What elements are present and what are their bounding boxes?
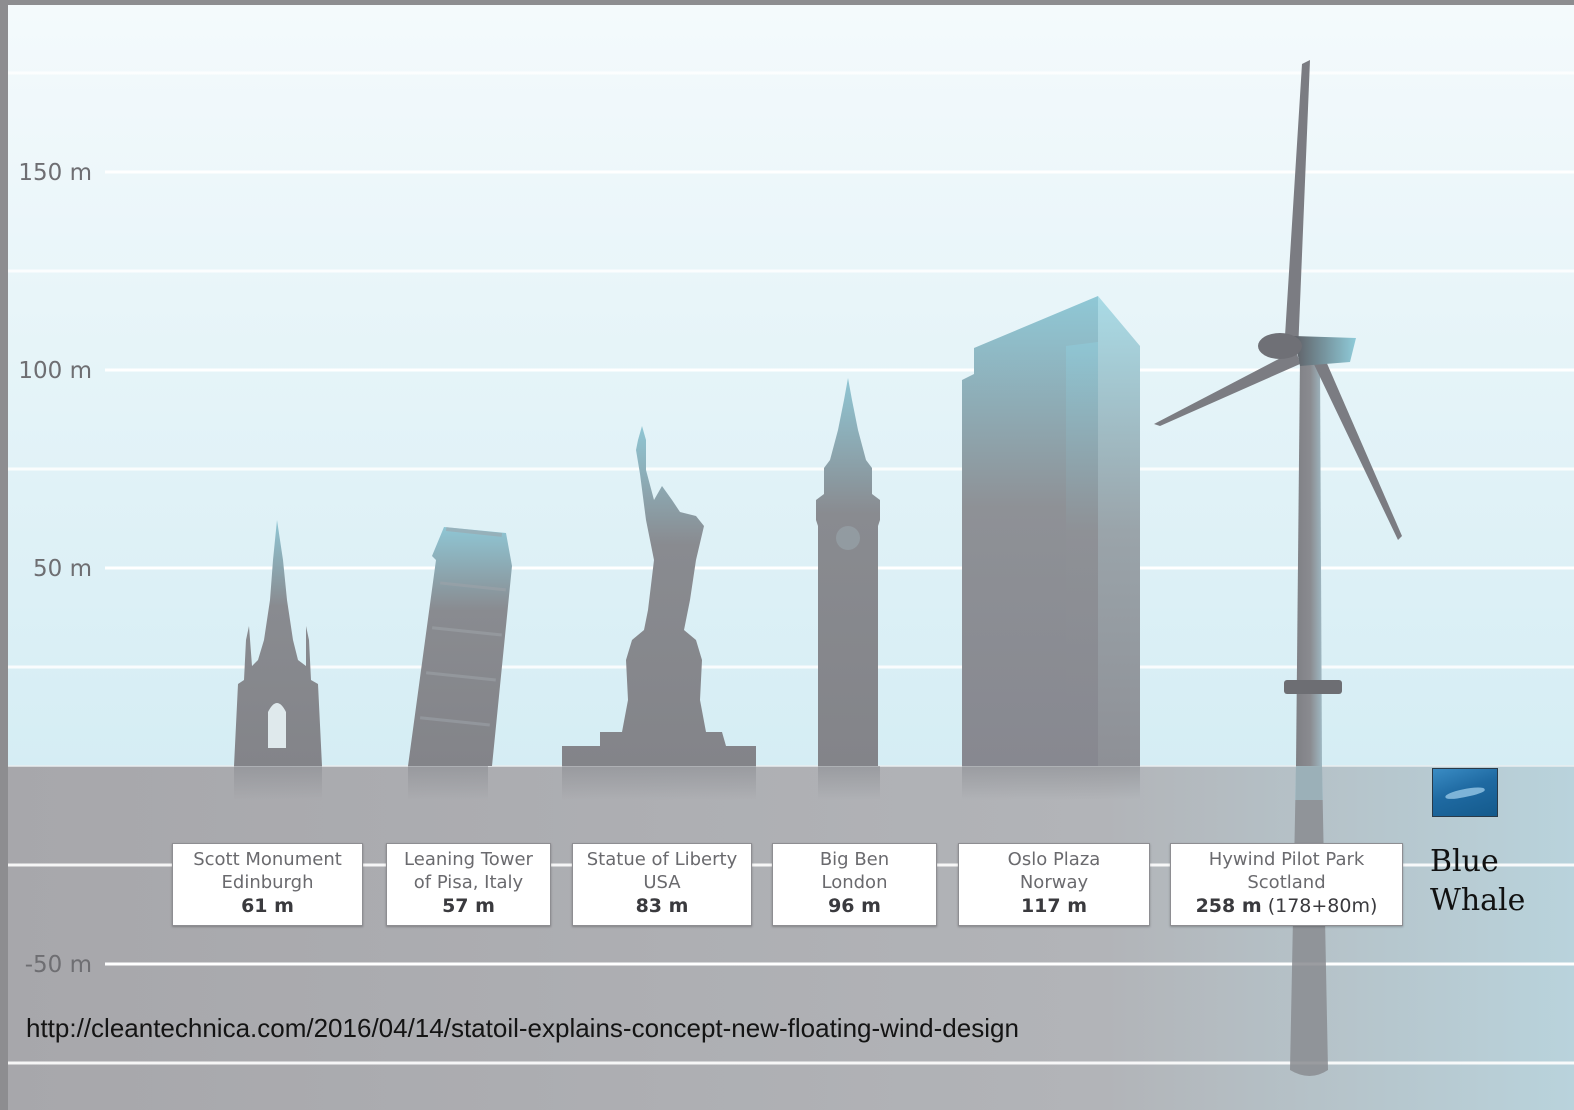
category-height: 258 m (178+80m) (1195, 895, 1378, 917)
category-location: Scotland (1247, 872, 1326, 893)
category-card-oslo-plaza: Oslo Plaza Norway 117 m (958, 843, 1150, 926)
blue-whale-photo-icon (1432, 768, 1498, 817)
category-location: USA (643, 872, 681, 893)
y-tick-label: 50 m (33, 556, 92, 582)
category-name: Leaning Tower (404, 849, 533, 870)
clock-tower-icon (816, 378, 880, 766)
y-tick-label: 150 m (18, 160, 92, 186)
sea-background (8, 766, 1574, 1110)
category-location: Edinburgh (221, 872, 314, 893)
y-tick-label: -50 m (25, 952, 92, 978)
category-height: 57 m (442, 895, 495, 917)
category-card-statue-of-liberty: Statue of Liberty USA 83 m (572, 843, 752, 926)
category-location: Norway (1019, 872, 1089, 893)
category-height: 117 m (1020, 895, 1088, 917)
category-height: 61 m (241, 895, 294, 917)
category-card-big-ben: Big Ben London 96 m (772, 843, 937, 926)
category-name: Statue of Liberty (586, 849, 738, 870)
category-name: Scott Monument (193, 849, 342, 870)
turbine-platform (1284, 680, 1342, 694)
category-height: 96 m (828, 895, 881, 917)
skyscraper-icon (962, 296, 1140, 766)
category-card-hywind-pilot-park: Hywind Pilot Park Scotland 258 m (178+80… (1170, 843, 1403, 926)
y-axis-tick-labels: 150 m 100 m 50 m -50 m (18, 160, 92, 978)
height-breakdown: (178+80m) (1267, 895, 1378, 917)
category-height: 83 m (635, 895, 689, 917)
gothic-spire-icon (234, 520, 322, 766)
category-card-scott-monument: Scott Monument Edinburgh 61 m (172, 843, 363, 926)
category-name: Hywind Pilot Park (1208, 849, 1365, 870)
silhouette-reflections (234, 766, 1140, 800)
category-location: of Pisa, Italy (413, 872, 524, 893)
sky-background (8, 5, 1574, 766)
statue-icon (562, 426, 756, 766)
category-location: London (821, 872, 888, 893)
source-url-text: http://cleantechnica.com/2016/04/14/stat… (26, 1013, 1019, 1043)
leaning-tower-icon (408, 527, 512, 766)
blue-whale-label: Blue Whale (1430, 844, 1526, 918)
category-name: Big Ben (819, 849, 890, 870)
y-tick-label: 100 m (18, 358, 92, 384)
category-card-leaning-tower: Leaning Tower of Pisa, Italy 57 m (386, 843, 551, 926)
category-name: Oslo Plaza (1007, 849, 1101, 870)
